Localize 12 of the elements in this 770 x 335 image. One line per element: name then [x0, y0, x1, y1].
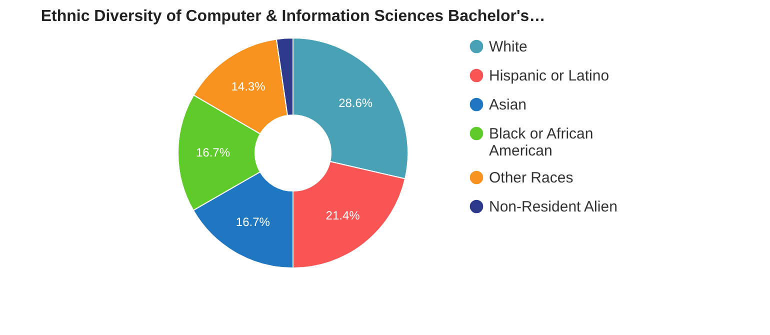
data-label: 16.7% [196, 146, 230, 160]
data-label: 16.7% [236, 215, 270, 230]
legend-label: Other Races [489, 170, 574, 186]
data-label: 28.6% [338, 96, 373, 110]
legend-label: Non-Resident Alien [489, 198, 618, 216]
data-label: 14.3% [231, 80, 266, 94]
legend-label: White [489, 38, 528, 56]
legend-label: Black or African American [489, 126, 594, 160]
legend-label: Asian [489, 96, 527, 114]
chart-title: Ethnic Diversity of Computer & Information Sciences Bachelor's… [40, 8, 546, 25]
data-label: 21.4% [326, 208, 360, 223]
legend-label: Hispanic or Latino [489, 68, 610, 84]
